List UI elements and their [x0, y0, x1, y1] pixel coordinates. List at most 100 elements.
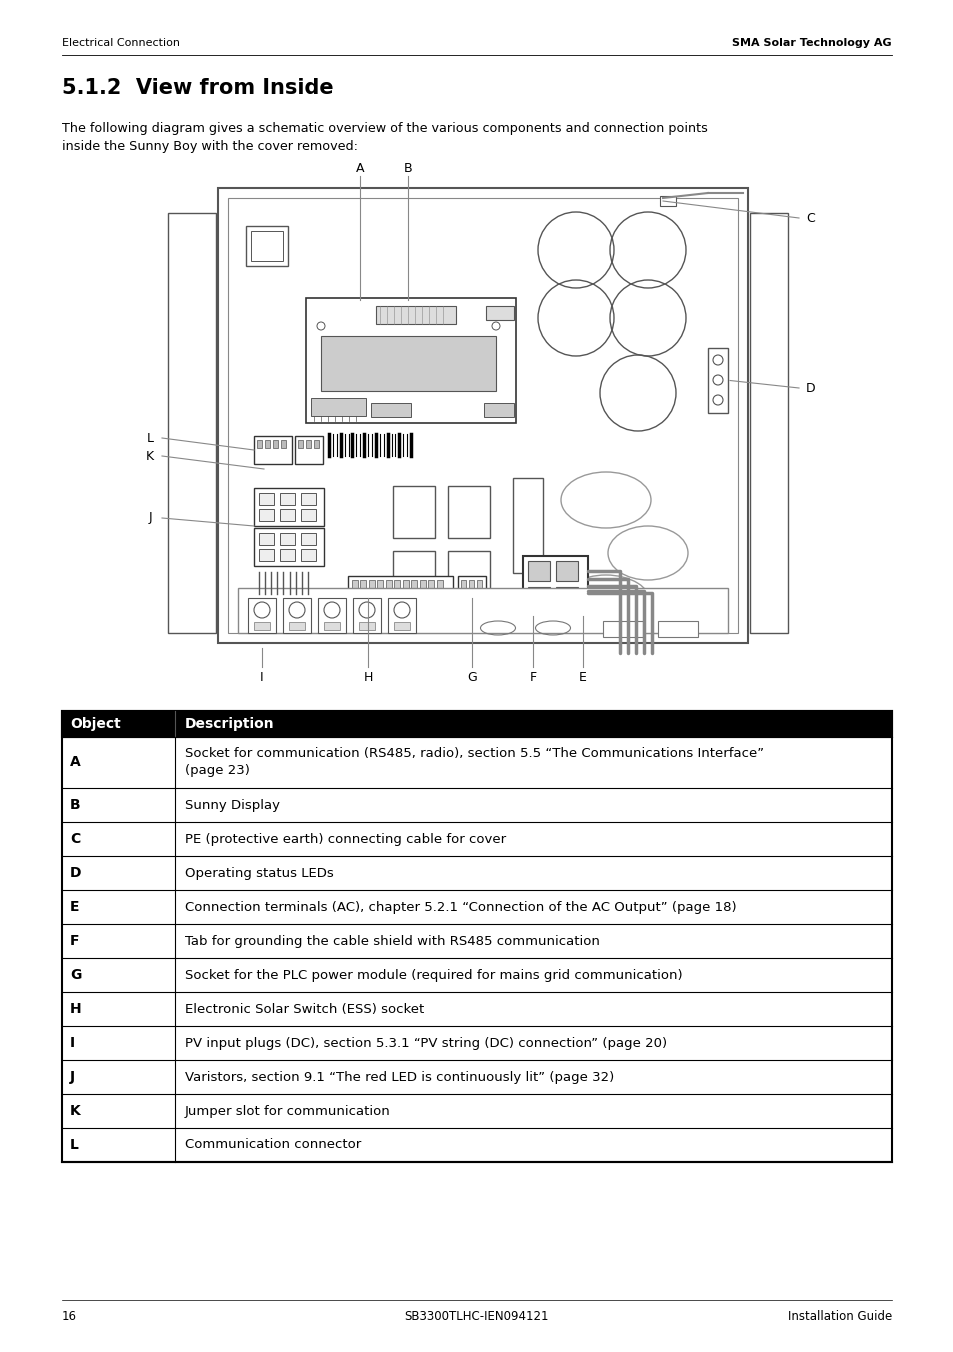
- Text: Object: Object: [70, 717, 121, 731]
- Bar: [253, 435, 292, 464]
- Bar: [513, 479, 542, 573]
- Bar: [320, 337, 496, 391]
- Text: Operating status LEDs: Operating status LEDs: [185, 867, 334, 880]
- Text: J: J: [70, 1069, 75, 1084]
- Bar: [273, 439, 277, 448]
- Text: PE (protective earth) connecting cable for cover: PE (protective earth) connecting cable f…: [185, 833, 506, 845]
- Bar: [448, 485, 490, 538]
- Text: B: B: [403, 161, 412, 174]
- Bar: [411, 580, 417, 594]
- Text: A: A: [70, 756, 81, 769]
- Text: The following diagram gives a schematic overview of the various components and c: The following diagram gives a schematic …: [62, 122, 707, 135]
- Bar: [228, 197, 738, 633]
- Text: (page 23): (page 23): [185, 764, 250, 777]
- Bar: [246, 226, 288, 266]
- Bar: [253, 622, 270, 630]
- Text: J: J: [148, 511, 152, 525]
- Bar: [306, 439, 311, 448]
- Bar: [301, 508, 315, 521]
- Bar: [749, 214, 787, 633]
- Text: H: H: [363, 671, 373, 684]
- Bar: [483, 403, 514, 416]
- Text: K: K: [70, 1105, 81, 1118]
- Bar: [258, 549, 274, 561]
- Bar: [218, 188, 747, 644]
- Bar: [314, 439, 318, 448]
- Bar: [301, 493, 315, 506]
- Text: C: C: [70, 831, 80, 846]
- Bar: [256, 439, 262, 448]
- Bar: [448, 552, 490, 603]
- Bar: [522, 556, 587, 617]
- Bar: [317, 598, 346, 633]
- Bar: [353, 598, 380, 633]
- Text: SMA Solar Technology AG: SMA Solar Technology AG: [732, 38, 891, 49]
- Bar: [527, 561, 550, 581]
- Bar: [324, 622, 339, 630]
- Bar: [168, 214, 215, 633]
- Text: PV input plugs (DC), section 5.3.1 “PV string (DC) connection” (page 20): PV input plugs (DC), section 5.3.1 “PV s…: [185, 1037, 666, 1049]
- Text: B: B: [70, 798, 81, 813]
- Bar: [485, 306, 514, 320]
- Text: F: F: [70, 934, 79, 948]
- Bar: [369, 580, 375, 594]
- Bar: [402, 580, 409, 594]
- Text: Installation Guide: Installation Guide: [787, 1310, 891, 1324]
- Text: L: L: [70, 1138, 79, 1152]
- Text: E: E: [70, 900, 79, 914]
- Bar: [707, 347, 727, 412]
- Text: C: C: [806, 211, 815, 224]
- Text: F: F: [529, 671, 536, 684]
- Bar: [556, 587, 578, 607]
- Text: D: D: [70, 867, 81, 880]
- Bar: [352, 580, 357, 594]
- Bar: [460, 580, 465, 594]
- Text: Sunny Display: Sunny Display: [185, 799, 280, 811]
- Bar: [527, 587, 550, 607]
- Bar: [237, 588, 727, 633]
- Bar: [659, 196, 676, 206]
- Bar: [258, 508, 274, 521]
- Bar: [386, 580, 392, 594]
- Bar: [297, 439, 303, 448]
- Text: H: H: [70, 1002, 82, 1015]
- Bar: [281, 439, 286, 448]
- Bar: [306, 297, 516, 423]
- Bar: [360, 580, 366, 594]
- Text: Electronic Solar Switch (ESS) socket: Electronic Solar Switch (ESS) socket: [185, 1002, 424, 1015]
- Bar: [248, 598, 275, 633]
- Bar: [62, 711, 891, 1161]
- Bar: [388, 598, 416, 633]
- Text: Electrical Connection: Electrical Connection: [62, 38, 180, 49]
- Text: SB3300TLHC-IEN094121: SB3300TLHC-IEN094121: [404, 1310, 549, 1324]
- Text: K: K: [146, 449, 153, 462]
- Bar: [258, 533, 274, 545]
- Bar: [283, 598, 311, 633]
- Bar: [395, 580, 400, 594]
- Text: Communication connector: Communication connector: [185, 1138, 361, 1152]
- Text: D: D: [805, 381, 815, 395]
- Bar: [358, 622, 375, 630]
- Bar: [394, 622, 410, 630]
- Bar: [436, 580, 442, 594]
- Bar: [280, 549, 294, 561]
- Bar: [428, 580, 434, 594]
- Text: I: I: [70, 1036, 75, 1051]
- Bar: [377, 580, 383, 594]
- Text: G: G: [70, 968, 81, 982]
- Bar: [253, 529, 324, 566]
- Bar: [251, 231, 283, 261]
- Bar: [289, 622, 305, 630]
- Text: L: L: [147, 431, 153, 445]
- Text: Socket for communication (RS485, radio), section 5.5 “The Communications Interfa: Socket for communication (RS485, radio),…: [185, 748, 763, 760]
- Text: Connection terminals (AC), chapter 5.2.1 “Connection of the AC Output” (page 18): Connection terminals (AC), chapter 5.2.1…: [185, 900, 736, 914]
- Bar: [311, 397, 366, 416]
- Text: I: I: [260, 671, 264, 684]
- Bar: [419, 580, 426, 594]
- Bar: [62, 711, 891, 737]
- Bar: [375, 306, 456, 324]
- Bar: [280, 533, 294, 545]
- Bar: [348, 576, 453, 598]
- Bar: [258, 493, 274, 506]
- Bar: [556, 561, 578, 581]
